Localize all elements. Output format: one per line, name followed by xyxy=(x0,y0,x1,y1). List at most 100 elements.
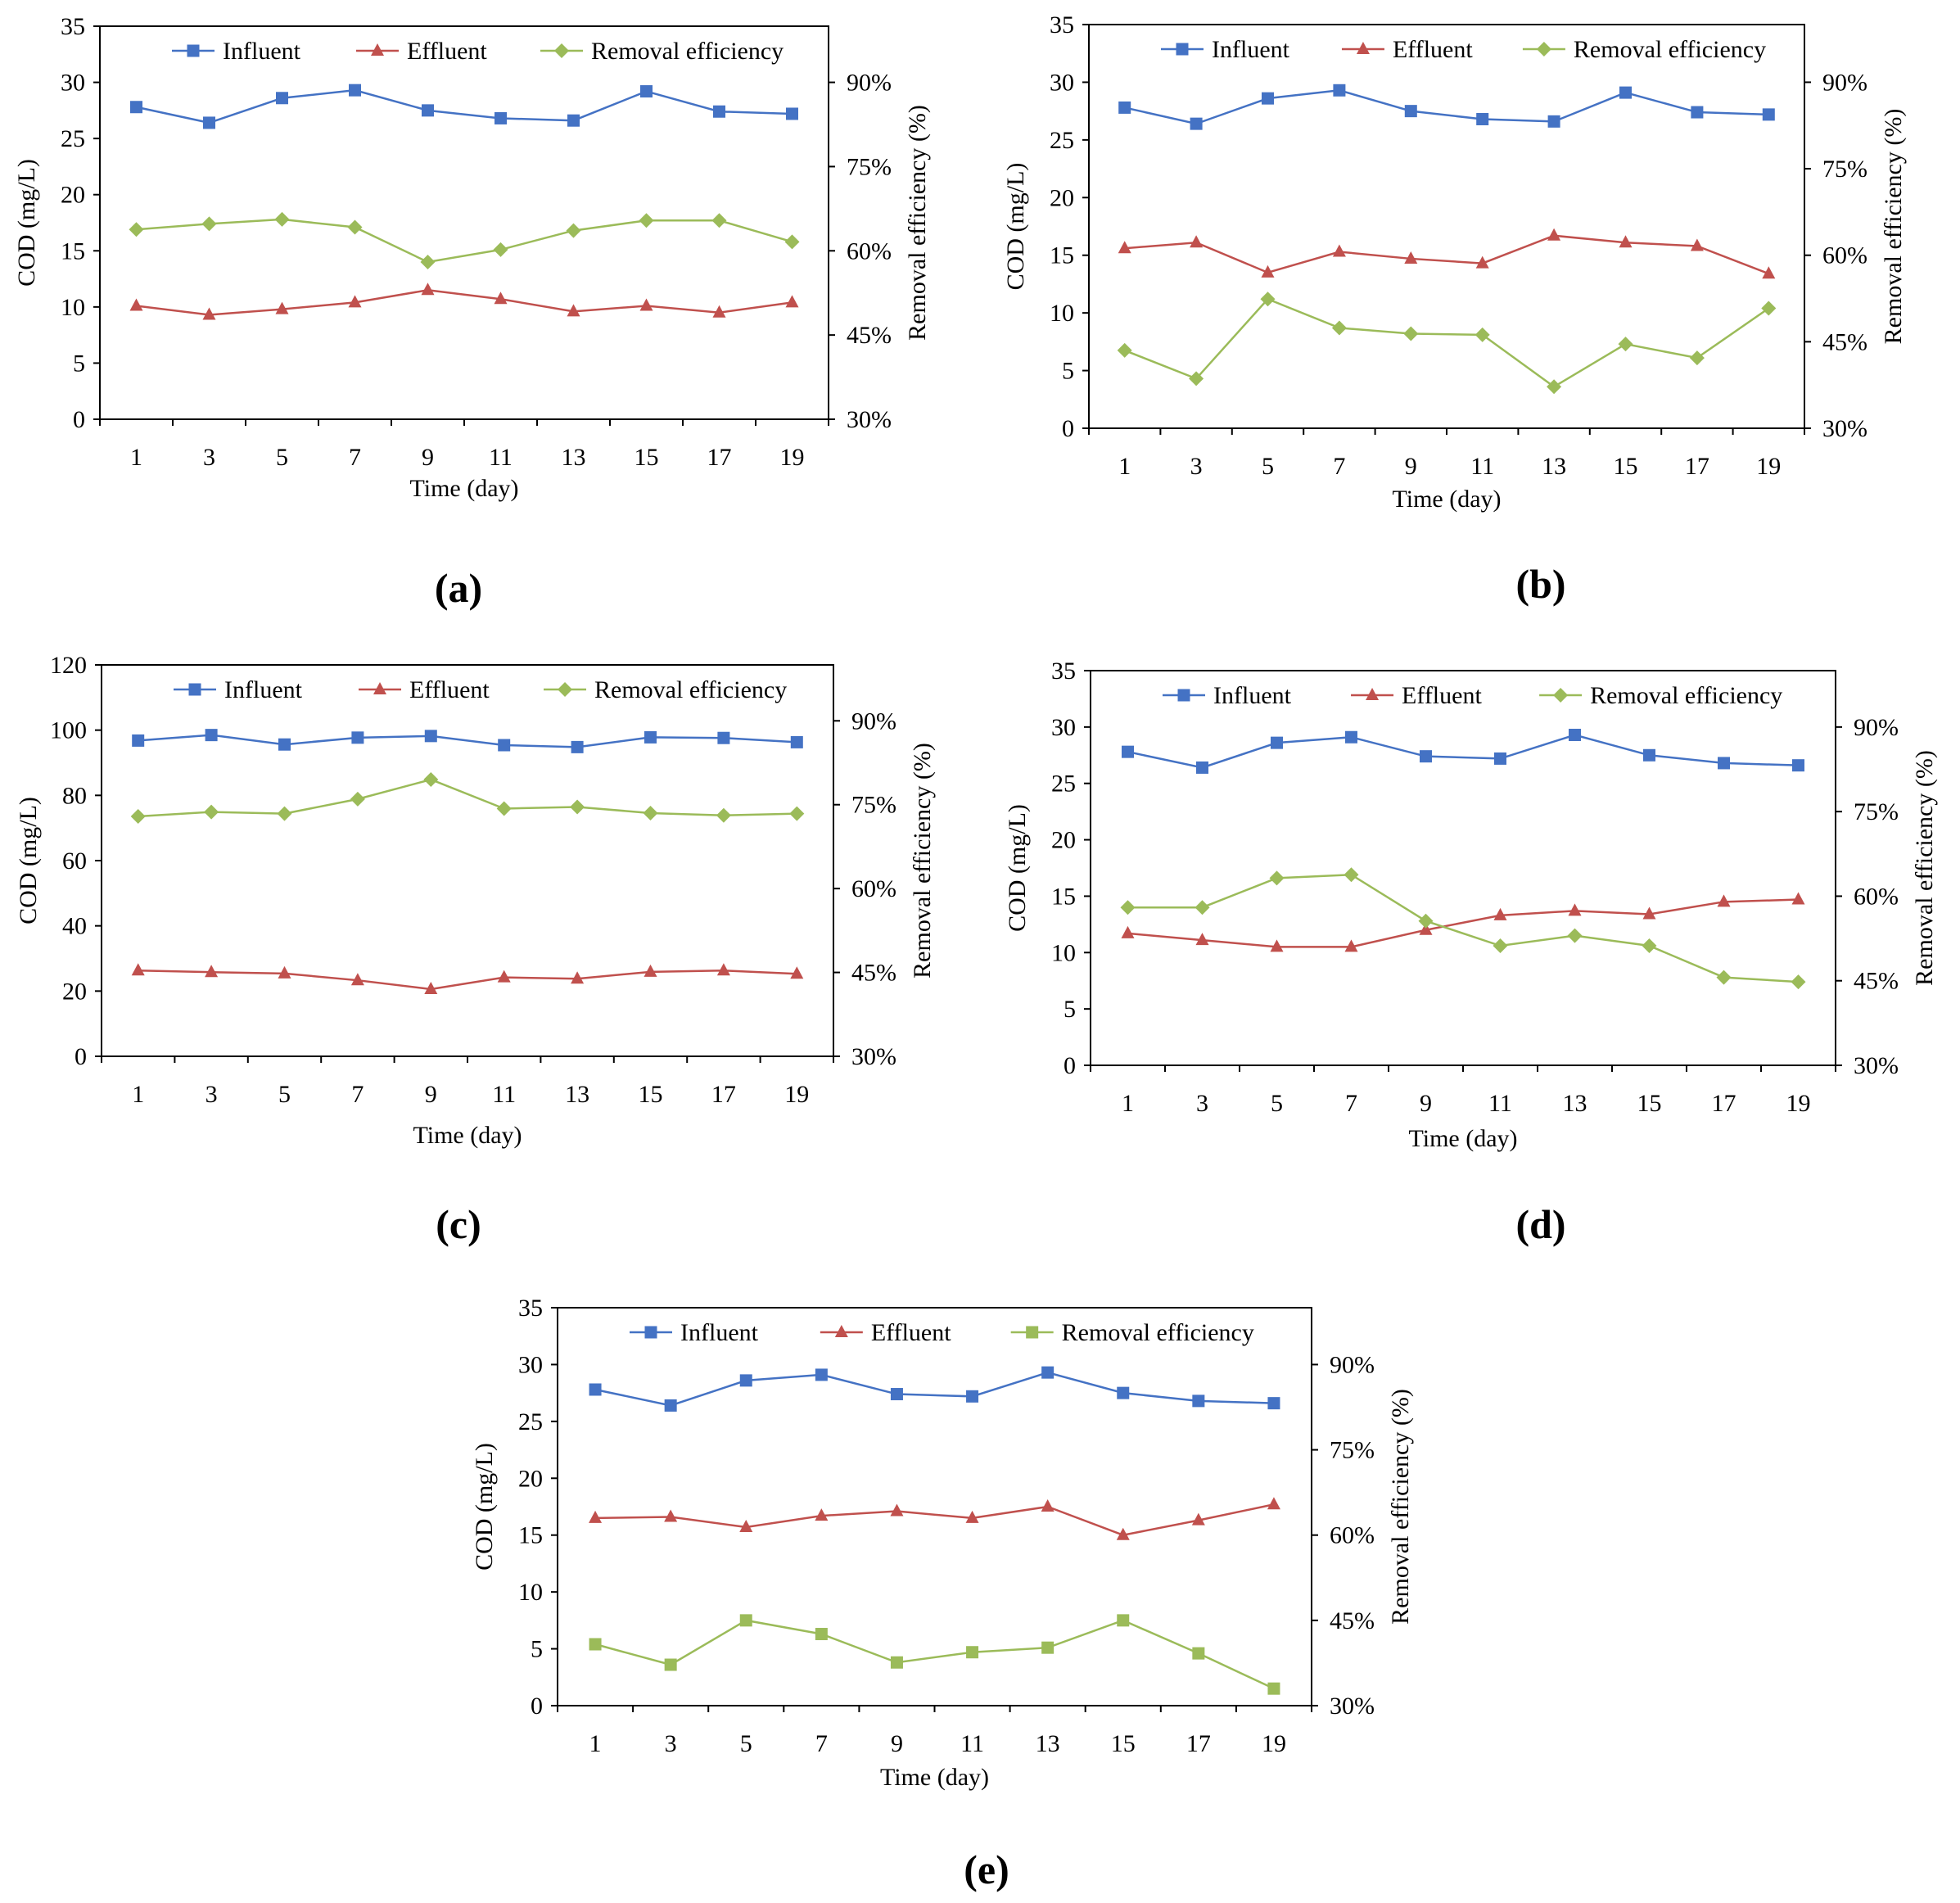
data-point-influent xyxy=(1569,728,1581,741)
data-point-effluent xyxy=(1419,922,1433,935)
data-point-effluent xyxy=(1690,238,1704,251)
y-tick-label: 15 xyxy=(1051,883,1076,910)
data-point-removal xyxy=(1189,371,1204,386)
y-tick-label: 5 xyxy=(1062,358,1074,385)
y2-tick-label: 75% xyxy=(1854,798,1899,825)
data-point-influent xyxy=(349,84,361,97)
data-point-influent xyxy=(1404,105,1417,118)
x-tick-label: 5 xyxy=(740,1730,752,1757)
data-point-removal xyxy=(570,799,585,815)
series-line-effluent xyxy=(1124,234,1769,275)
y2-tick-label: 45% xyxy=(851,960,896,987)
data-point-effluent xyxy=(890,1503,904,1517)
y-tick-label: 5 xyxy=(1064,996,1076,1023)
y-tick-label: 0 xyxy=(73,406,85,433)
x-tick-label: 1 xyxy=(130,444,142,471)
data-point-removal xyxy=(1791,974,1806,990)
x-tick-label: 15 xyxy=(1637,1090,1662,1117)
data-point-removal xyxy=(1567,928,1583,943)
data-point-effluent xyxy=(1619,235,1633,248)
data-point-removal xyxy=(350,791,365,807)
y2-tick-label: 90% xyxy=(1822,69,1867,96)
data-point-removal xyxy=(201,216,217,232)
data-point-influent xyxy=(1118,101,1131,114)
data-point-effluent xyxy=(790,966,804,979)
series-removal xyxy=(1120,867,1806,990)
series-line-removal xyxy=(1124,297,1770,388)
data-point-influent xyxy=(1192,1394,1205,1408)
x-axis-title: Time (day) xyxy=(413,1122,522,1149)
y-tick-label: 60 xyxy=(62,848,87,875)
x-tick-label: 15 xyxy=(639,1081,663,1108)
series-line-influent xyxy=(136,88,793,124)
data-point-influent xyxy=(1476,113,1489,126)
data-point-effluent xyxy=(494,292,508,305)
data-point-effluent xyxy=(1121,925,1135,938)
y2-tick-label: 90% xyxy=(851,707,896,735)
y-tick-label: 30 xyxy=(61,70,85,97)
data-point-influent xyxy=(1691,106,1704,119)
data-point-influent xyxy=(424,730,437,743)
data-point-influent xyxy=(1619,86,1632,99)
data-point-removal xyxy=(347,219,363,235)
y-tick-label: 25 xyxy=(518,1408,543,1435)
legend-diamond-marker xyxy=(1553,688,1569,703)
x-tick-label: 19 xyxy=(784,1081,809,1108)
data-point-removal xyxy=(493,242,508,257)
data-point-removal xyxy=(423,771,439,787)
y2-tick-label: 30% xyxy=(851,1043,896,1070)
x-tick-label: 17 xyxy=(707,444,732,471)
y2-tick-label: 60% xyxy=(847,237,892,264)
data-point-effluent xyxy=(1270,939,1284,952)
data-point-effluent xyxy=(129,298,143,311)
data-point-effluent xyxy=(1344,939,1358,952)
data-point-influent xyxy=(644,730,657,744)
panel-label-e: (e) xyxy=(964,1846,1009,1892)
legend-label-influent: Influent xyxy=(1212,36,1290,63)
data-point-influent xyxy=(713,105,725,118)
y2-tick-label: 45% xyxy=(1330,1607,1375,1634)
y2-tick-label: 45% xyxy=(847,322,892,349)
data-point-influent xyxy=(1267,1397,1280,1410)
data-point-influent xyxy=(1718,757,1730,770)
data-point-effluent xyxy=(1791,892,1805,905)
y-tick-label: 35 xyxy=(1051,658,1076,685)
y2-tick-label: 60% xyxy=(1854,883,1899,910)
data-point-effluent xyxy=(1642,906,1656,920)
series-removal xyxy=(589,1614,1280,1695)
data-point-removal xyxy=(1267,1682,1280,1695)
legend-triangle-marker xyxy=(371,43,384,56)
data-point-effluent xyxy=(1116,1527,1130,1540)
y-tick-label: 35 xyxy=(1050,11,1074,38)
x-tick-label: 17 xyxy=(1685,453,1709,480)
series-effluent xyxy=(131,963,804,994)
data-point-influent xyxy=(890,1388,903,1401)
x-axis-title: Time (day) xyxy=(880,1764,989,1791)
data-point-effluent xyxy=(815,1508,829,1521)
data-point-effluent xyxy=(1190,235,1204,248)
y-tick-label: 40 xyxy=(62,913,87,940)
x-axis-title: Time (day) xyxy=(1408,1125,1517,1152)
data-point-effluent xyxy=(1191,1512,1205,1526)
y2-tick-label: 30% xyxy=(1822,415,1867,442)
x-tick-label: 9 xyxy=(1420,1090,1432,1117)
y-tick-label: 35 xyxy=(61,13,85,40)
series-removal xyxy=(1117,292,1777,395)
x-tick-label: 7 xyxy=(349,444,361,471)
y-tick-label: 0 xyxy=(75,1043,87,1070)
data-point-effluent xyxy=(1267,1497,1280,1510)
data-point-effluent xyxy=(1404,251,1418,264)
data-point-influent xyxy=(571,740,584,753)
legend-diamond-marker xyxy=(554,43,569,58)
y-tick-label: 100 xyxy=(50,717,87,744)
data-point-effluent xyxy=(1041,1499,1055,1512)
data-point-removal xyxy=(130,809,146,825)
series-removal xyxy=(129,211,800,269)
x-tick-label: 11 xyxy=(1470,453,1494,480)
legend: Influent Effluent Removal efficiency xyxy=(630,1319,1254,1346)
y-axis-title: COD (mg/L) xyxy=(13,159,40,287)
y2-tick-label: 30% xyxy=(1854,1052,1899,1079)
data-point-influent xyxy=(1345,730,1357,744)
data-point-influent xyxy=(1333,84,1346,97)
